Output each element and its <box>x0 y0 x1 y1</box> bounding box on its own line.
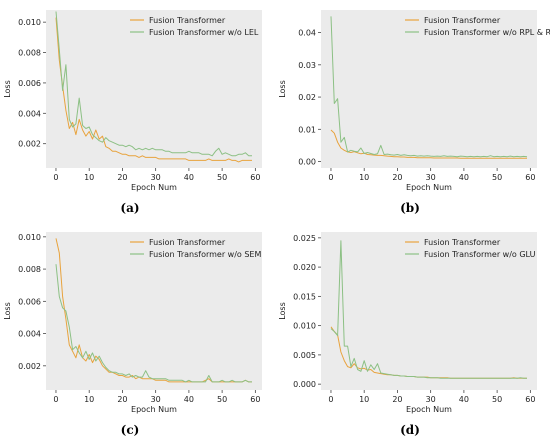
legend-label: Fusion Transformer <box>424 238 501 247</box>
series-line-ablation <box>330 16 528 158</box>
loss-chart-b: 0 10 20 30 40 50 60 0.00 0.01 0.02 0.03 0.04 Epoch N… <box>278 10 550 192</box>
loss-chart-a: 0 10 20 30 40 50 60 0.002 0.004 0.006 0.008 0.010 Ep… <box>3 10 262 192</box>
panel-d: 0 10 20 30 40 50 60 0.000 0.005 0.010 0.015 0.020 0.… <box>275 222 550 422</box>
y-axis-label: Loss <box>278 80 287 98</box>
x-axis-label: Epoch Num <box>131 405 177 414</box>
plot-area <box>321 232 537 390</box>
y-tick-label: 0.010 <box>18 233 41 242</box>
y-tick-label: 0.006 <box>18 297 41 306</box>
caption-c: (c) <box>100 423 160 437</box>
panel-a: 0 10 20 30 40 50 60 0.002 0.004 0.006 0.008 0.010 Ep… <box>0 0 275 200</box>
x-tick-label: 0 <box>328 173 333 182</box>
y-tick-label: 0.010 <box>18 18 41 27</box>
x-tick-label: 60 <box>250 173 260 182</box>
y-axis-label: Loss <box>3 80 12 98</box>
legend-label: Fusion Transformer w/o GLU <box>424 250 536 259</box>
loss-chart-d: 0 10 20 30 40 50 60 0.000 0.005 0.010 0.015 0.020 0.… <box>278 232 537 414</box>
x-tick-label: 10 <box>359 395 369 404</box>
x-tick-label: 60 <box>525 395 535 404</box>
x-tick-label: 50 <box>217 173 227 182</box>
y-tick-label: 0.000 <box>293 380 316 389</box>
y-tick-label: 0.004 <box>18 109 41 118</box>
x-tick-label: 20 <box>392 395 402 404</box>
x-axis-label: Epoch Num <box>406 405 452 414</box>
y-tick-label: 0.020 <box>293 263 316 272</box>
x-tick-label: 10 <box>84 395 94 404</box>
x-tick-label: 30 <box>151 395 161 404</box>
series-line-ablation <box>330 240 527 379</box>
caption-b: (b) <box>380 201 440 215</box>
legend-label: Fusion Transformer <box>424 16 501 25</box>
x-tick-label: 50 <box>492 395 502 404</box>
y-tick-label: 0.008 <box>18 49 41 58</box>
x-tick-label: 30 <box>151 173 161 182</box>
y-tick-label: 0.006 <box>18 79 41 88</box>
plot-area <box>321 10 537 168</box>
loss-chart-c: 0 10 20 30 40 50 60 0.002 0.004 0.006 0.008 0.010 Ep… <box>3 232 262 414</box>
x-tick-label: 40 <box>459 173 469 182</box>
x-tick-label: 0 <box>328 395 333 404</box>
x-tick-label: 50 <box>217 395 227 404</box>
x-tick-label: 0 <box>53 173 58 182</box>
y-tick-label: 0.01 <box>298 125 316 134</box>
y-axis-label: Loss <box>3 302 12 320</box>
x-tick-label: 40 <box>459 395 469 404</box>
x-tick-label: 30 <box>426 395 436 404</box>
y-tick-label: 0.002 <box>18 362 41 371</box>
legend-label: Fusion Transformer w/o LEL <box>149 28 259 37</box>
x-tick-label: 0 <box>53 395 58 404</box>
plot-area <box>46 232 262 390</box>
x-tick-label: 20 <box>392 173 402 182</box>
caption-a-text: (a) <box>120 201 140 215</box>
y-tick-label: 0.04 <box>298 29 316 38</box>
x-axis-label: Epoch Num <box>406 183 452 192</box>
y-tick-label: 0.005 <box>293 351 316 360</box>
y-tick-label: 0.002 <box>18 140 41 149</box>
x-tick-label: 30 <box>426 173 436 182</box>
series-line-ablation <box>55 11 252 157</box>
y-tick-label: 0.008 <box>18 265 41 274</box>
y-tick-label: 0.02 <box>298 93 316 102</box>
caption-b-text: (b) <box>400 201 420 215</box>
y-tick-label: 0.015 <box>293 292 316 301</box>
y-axis-label: Loss <box>278 302 287 320</box>
plot-area <box>46 10 262 168</box>
series-line-ablation <box>55 264 252 383</box>
caption-d: (d) <box>380 423 440 437</box>
x-tick-label: 10 <box>84 173 94 182</box>
x-tick-label: 60 <box>250 395 260 404</box>
x-tick-label: 50 <box>492 173 502 182</box>
legend-label: Fusion Transformer <box>149 16 226 25</box>
legend-label: Fusion Transformer w/o RPL & RMA <box>424 28 550 37</box>
x-tick-label: 20 <box>117 173 127 182</box>
y-tick-label: 0.004 <box>18 330 41 339</box>
y-tick-label: 0.010 <box>293 322 316 331</box>
caption-d-text: (d) <box>400 423 420 437</box>
legend-label: Fusion Transformer <box>149 238 226 247</box>
series-line-fusion <box>55 17 252 163</box>
caption-a: (a) <box>100 201 160 215</box>
caption-c-text: (c) <box>120 423 140 437</box>
y-tick-label: 0.00 <box>298 158 316 167</box>
x-tick-label: 40 <box>184 395 194 404</box>
y-tick-label: 0.025 <box>293 234 316 243</box>
panel-b: 0 10 20 30 40 50 60 0.00 0.01 0.02 0.03 0.04 Epoch N… <box>275 0 550 200</box>
x-tick-label: 40 <box>184 173 194 182</box>
x-tick-label: 60 <box>525 173 535 182</box>
x-axis-label: Epoch Num <box>131 183 177 192</box>
y-tick-label: 0.03 <box>298 61 316 70</box>
legend-label: Fusion Transformer w/o SEM <box>149 250 261 259</box>
x-tick-label: 20 <box>117 395 127 404</box>
panel-c: 0 10 20 30 40 50 60 0.002 0.004 0.006 0.008 0.010 Ep… <box>0 222 275 422</box>
x-tick-label: 10 <box>359 173 369 182</box>
